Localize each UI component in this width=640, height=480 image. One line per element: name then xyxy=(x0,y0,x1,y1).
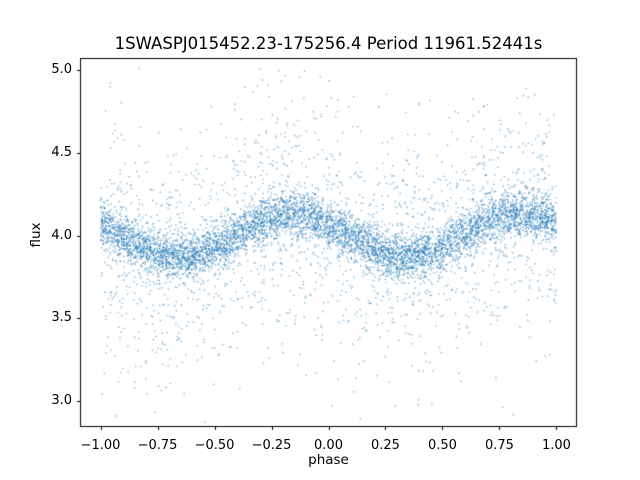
y-tick-label: 3.0 xyxy=(51,393,72,409)
x-tick-label: 0.00 xyxy=(314,438,343,453)
x-tick-label: 0.25 xyxy=(371,438,400,453)
x-tick-label: −0.75 xyxy=(137,438,178,453)
x-axis-label: phase xyxy=(308,452,349,468)
x-tick-label: 0.75 xyxy=(485,438,514,453)
y-tick-label: 4.0 xyxy=(51,227,72,243)
x-tick-label: 1.00 xyxy=(541,438,571,453)
x-tick-label: −1.00 xyxy=(80,438,121,453)
y-tick-label: 4.5 xyxy=(51,144,72,160)
x-tick-label: −0.50 xyxy=(194,438,235,453)
x-tick-label: −0.25 xyxy=(251,438,292,453)
y-tick-label: 3.5 xyxy=(51,310,72,326)
x-tick-label: 0.50 xyxy=(428,438,457,453)
chart-title: 1SWASPJ015452.23-175256.4 Period 11961.5… xyxy=(114,34,543,53)
y-tick-label: 5.0 xyxy=(51,62,72,78)
